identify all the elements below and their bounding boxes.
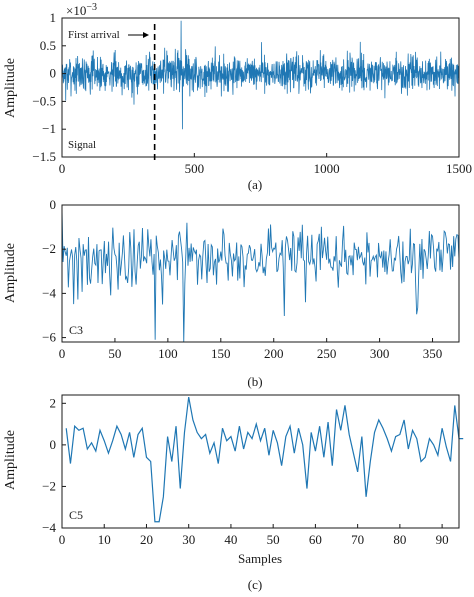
series-line <box>65 396 464 523</box>
signal-label: Signal <box>68 139 96 151</box>
panel-b-ylabel: Amplitude <box>3 243 18 303</box>
panel-a-plot <box>61 20 460 130</box>
x-tick-label: 300 <box>370 346 390 361</box>
y-tick-label: 0.5 <box>40 38 56 53</box>
x-tick-label: 80 <box>393 532 406 547</box>
series-line <box>61 209 460 343</box>
panel-a-exponent: ×10−3 <box>66 2 97 18</box>
panel-c-xlabel: Samples <box>238 551 282 566</box>
y-tick-label: 2 <box>50 395 57 410</box>
y-tick-label: −2 <box>42 241 56 256</box>
x-tick-label: 30 <box>182 532 195 547</box>
x-tick-label: 1500 <box>446 161 472 176</box>
x-tick-label: 40 <box>224 532 237 547</box>
panel-b-caption: (b) <box>247 374 262 389</box>
panel-b-y-ticks: 0 −2 −4 −6 <box>42 197 66 345</box>
panel-c-caption: (c) <box>248 577 262 592</box>
first-arrival-arrowhead <box>143 32 149 38</box>
y-tick-label: −1 <box>42 121 56 136</box>
x-tick-label: 50 <box>108 346 121 361</box>
panel-a-y-ticks: 1 0.5 0 −0.5 −1 −1.5 <box>32 10 66 164</box>
x-tick-label: 70 <box>351 532 364 547</box>
series-line <box>61 20 460 130</box>
panel-c-x-ticks: 0 10 20 30 40 50 60 70 80 90 <box>59 524 449 547</box>
panel-b-plot <box>61 209 460 343</box>
y-tick-label: 0 <box>50 197 57 212</box>
panel-a-frame <box>61 17 460 158</box>
panel-c-frame <box>61 394 460 529</box>
x-tick-label: 0 <box>59 346 66 361</box>
x-tick-label: 350 <box>423 346 443 361</box>
y-tick-label: −6 <box>42 330 56 345</box>
x-tick-label: 150 <box>211 346 231 361</box>
x-tick-label: 1000 <box>314 161 340 176</box>
x-tick-label: 10 <box>98 532 111 547</box>
x-tick-label: 0 <box>59 161 66 176</box>
panel-a: 0 500 1000 1500 1 0.5 0 −0.5 −1 −1.5 ×10−3 Ampli… <box>3 2 472 192</box>
y-tick-label: 1 <box>50 10 57 25</box>
panel-b-series-label: C3 <box>69 323 83 337</box>
panel-a-caption: (a) <box>248 177 262 192</box>
panel-b-x-ticks: 0 50 100 150 200 250 300 350 <box>59 338 443 361</box>
y-tick-label: −4 <box>42 285 56 300</box>
x-tick-label: 250 <box>317 346 337 361</box>
y-tick-label: −4 <box>42 520 56 535</box>
x-tick-label: 90 <box>436 532 449 547</box>
panel-c: 0 10 20 30 40 50 60 70 80 90 20−2−4 Amplitude C5 … <box>3 394 464 592</box>
x-tick-label: 500 <box>185 161 205 176</box>
first-arrival-label: First arrival <box>68 29 120 41</box>
panel-b: 0 50 100 150 200 250 300 350 0−2−4−6 Amplitude … <box>3 197 460 389</box>
y-tick-label: −0.5 <box>32 93 56 108</box>
panel-c-ylabel: Amplitude <box>3 430 18 490</box>
panel-c-series-label: C5 <box>69 508 83 522</box>
x-tick-label: 60 <box>309 532 322 547</box>
panel-c-y-ticks: 2 0 −2 −4 <box>42 395 66 535</box>
x-tick-label: 0 <box>59 532 66 547</box>
panel-b-frame <box>61 204 460 343</box>
panel-a-x-ticks: 0 500 1000 1500 <box>59 153 472 176</box>
y-tick-label: −2 <box>42 478 56 493</box>
y-tick-label: −1.5 <box>32 149 56 164</box>
y-tick-label: 0 <box>50 437 57 452</box>
x-tick-label: 100 <box>158 346 178 361</box>
y-tick-label: 0 <box>50 66 57 81</box>
panel-a-ylabel: Amplitude <box>3 58 18 118</box>
x-tick-label: 50 <box>267 532 280 547</box>
panel-c-plot <box>65 396 464 523</box>
x-tick-label: 20 <box>140 532 153 547</box>
x-tick-label: 200 <box>264 346 284 361</box>
